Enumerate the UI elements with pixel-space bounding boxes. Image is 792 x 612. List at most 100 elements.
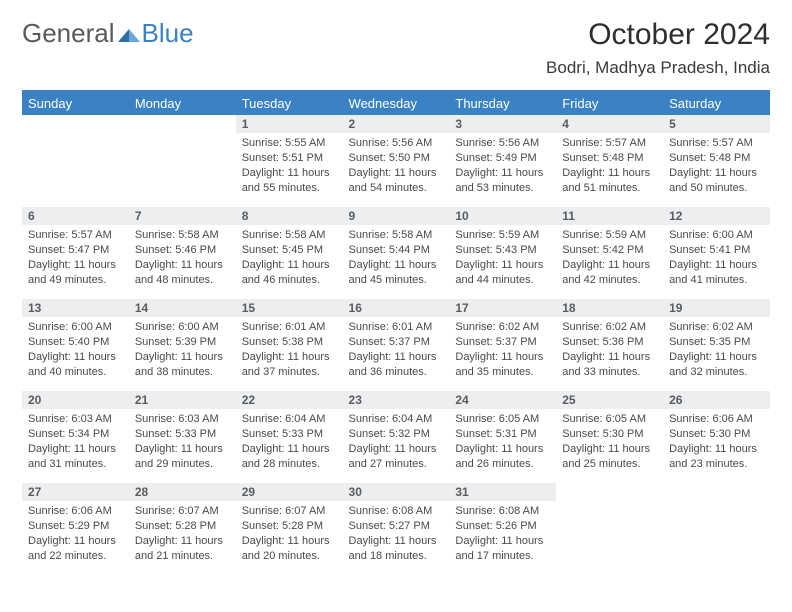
sunset-text: Sunset: 5:29 PM [28, 519, 123, 534]
sunrise-text: Sunrise: 6:05 AM [562, 412, 657, 427]
daylight-text: and 26 minutes. [455, 457, 550, 472]
day-number: 1 [236, 115, 343, 133]
calendar-day-cell: 18Sunrise: 6:02 AMSunset: 5:36 PMDayligh… [556, 299, 663, 391]
sunset-text: Sunset: 5:34 PM [28, 427, 123, 442]
daylight-text: Daylight: 11 hours [349, 166, 444, 181]
day-number: 11 [556, 207, 663, 225]
calendar-week-row: ....1Sunrise: 5:55 AMSunset: 5:51 PMDayl… [22, 115, 770, 207]
daylight-text: Daylight: 11 hours [242, 534, 337, 549]
calendar-day-cell: 21Sunrise: 6:03 AMSunset: 5:33 PMDayligh… [129, 391, 236, 483]
daylight-text: and 46 minutes. [242, 273, 337, 288]
day-details: Sunrise: 5:55 AMSunset: 5:51 PMDaylight:… [236, 133, 343, 199]
calendar-day-cell: 6Sunrise: 5:57 AMSunset: 5:47 PMDaylight… [22, 207, 129, 299]
calendar-day-cell: 8Sunrise: 5:58 AMSunset: 5:45 PMDaylight… [236, 207, 343, 299]
daylight-text: Daylight: 11 hours [135, 442, 230, 457]
daylight-text: and 25 minutes. [562, 457, 657, 472]
sunrise-text: Sunrise: 6:08 AM [455, 504, 550, 519]
day-details: Sunrise: 5:58 AMSunset: 5:44 PMDaylight:… [343, 225, 450, 291]
day-number: 5 [663, 115, 770, 133]
day-number: 24 [449, 391, 556, 409]
calendar-table: Sunday Monday Tuesday Wednesday Thursday… [22, 90, 770, 575]
sunset-text: Sunset: 5:31 PM [455, 427, 550, 442]
day-details: Sunrise: 6:07 AMSunset: 5:28 PMDaylight:… [129, 501, 236, 567]
sunset-text: Sunset: 5:49 PM [455, 151, 550, 166]
daylight-text: Daylight: 11 hours [669, 350, 764, 365]
day-number: 6 [22, 207, 129, 225]
daylight-text: and 54 minutes. [349, 181, 444, 196]
daylight-text: Daylight: 11 hours [349, 534, 444, 549]
daylight-text: Daylight: 11 hours [28, 442, 123, 457]
location-text: Bodri, Madhya Pradesh, India [546, 58, 770, 78]
sunset-text: Sunset: 5:39 PM [135, 335, 230, 350]
sunset-text: Sunset: 5:45 PM [242, 243, 337, 258]
daylight-text: Daylight: 11 hours [455, 258, 550, 273]
daylight-text: Daylight: 11 hours [562, 442, 657, 457]
calendar-day-cell: 25Sunrise: 6:05 AMSunset: 5:30 PMDayligh… [556, 391, 663, 483]
calendar-day-cell: 26Sunrise: 6:06 AMSunset: 5:30 PMDayligh… [663, 391, 770, 483]
daylight-text: and 51 minutes. [562, 181, 657, 196]
day-details: Sunrise: 6:02 AMSunset: 5:37 PMDaylight:… [449, 317, 556, 383]
weekday-header: Saturday [663, 91, 770, 115]
day-number: 15 [236, 299, 343, 317]
sunrise-text: Sunrise: 6:01 AM [349, 320, 444, 335]
daylight-text: Daylight: 11 hours [242, 166, 337, 181]
calendar-day-cell: .. [556, 483, 663, 575]
calendar-day-cell: 16Sunrise: 6:01 AMSunset: 5:37 PMDayligh… [343, 299, 450, 391]
calendar-day-cell: 11Sunrise: 5:59 AMSunset: 5:42 PMDayligh… [556, 207, 663, 299]
daylight-text: and 44 minutes. [455, 273, 550, 288]
day-details: Sunrise: 5:58 AMSunset: 5:46 PMDaylight:… [129, 225, 236, 291]
daylight-text: and 29 minutes. [135, 457, 230, 472]
sunrise-text: Sunrise: 6:07 AM [242, 504, 337, 519]
day-number: 7 [129, 207, 236, 225]
day-number: 20 [22, 391, 129, 409]
day-number: 19 [663, 299, 770, 317]
day-details: Sunrise: 6:07 AMSunset: 5:28 PMDaylight:… [236, 501, 343, 567]
weekday-header: Monday [129, 91, 236, 115]
calendar-day-cell: 27Sunrise: 6:06 AMSunset: 5:29 PMDayligh… [22, 483, 129, 575]
sunset-text: Sunset: 5:51 PM [242, 151, 337, 166]
day-details: Sunrise: 5:57 AMSunset: 5:48 PMDaylight:… [556, 133, 663, 199]
calendar-day-cell: 2Sunrise: 5:56 AMSunset: 5:50 PMDaylight… [343, 115, 450, 207]
daylight-text: and 55 minutes. [242, 181, 337, 196]
daylight-text: Daylight: 11 hours [242, 442, 337, 457]
sunset-text: Sunset: 5:32 PM [349, 427, 444, 442]
daylight-text: Daylight: 11 hours [669, 258, 764, 273]
daylight-text: Daylight: 11 hours [455, 350, 550, 365]
day-details: Sunrise: 5:57 AMSunset: 5:48 PMDaylight:… [663, 133, 770, 199]
weekday-header: Wednesday [343, 91, 450, 115]
day-details: Sunrise: 6:05 AMSunset: 5:30 PMDaylight:… [556, 409, 663, 475]
day-number: 26 [663, 391, 770, 409]
daylight-text: and 45 minutes. [349, 273, 444, 288]
sunrise-text: Sunrise: 6:08 AM [349, 504, 444, 519]
daylight-text: Daylight: 11 hours [562, 350, 657, 365]
day-number: 13 [22, 299, 129, 317]
day-details: Sunrise: 6:00 AMSunset: 5:41 PMDaylight:… [663, 225, 770, 291]
sunrise-text: Sunrise: 6:00 AM [669, 228, 764, 243]
day-details: Sunrise: 6:06 AMSunset: 5:30 PMDaylight:… [663, 409, 770, 475]
sunrise-text: Sunrise: 5:57 AM [669, 136, 764, 151]
calendar-body: ....1Sunrise: 5:55 AMSunset: 5:51 PMDayl… [22, 115, 770, 575]
day-number: 27 [22, 483, 129, 501]
daylight-text: Daylight: 11 hours [455, 442, 550, 457]
day-details: Sunrise: 6:04 AMSunset: 5:33 PMDaylight:… [236, 409, 343, 475]
daylight-text: Daylight: 11 hours [28, 534, 123, 549]
sunset-text: Sunset: 5:33 PM [135, 427, 230, 442]
daylight-text: and 37 minutes. [242, 365, 337, 380]
calendar-day-cell: 28Sunrise: 6:07 AMSunset: 5:28 PMDayligh… [129, 483, 236, 575]
daylight-text: Daylight: 11 hours [242, 258, 337, 273]
daylight-text: Daylight: 11 hours [242, 350, 337, 365]
sunrise-text: Sunrise: 6:02 AM [455, 320, 550, 335]
sunrise-text: Sunrise: 5:58 AM [135, 228, 230, 243]
page-title: October 2024 [546, 18, 770, 52]
daylight-text: Daylight: 11 hours [455, 166, 550, 181]
sunset-text: Sunset: 5:37 PM [349, 335, 444, 350]
calendar-day-cell: 20Sunrise: 6:03 AMSunset: 5:34 PMDayligh… [22, 391, 129, 483]
calendar-day-cell: 5Sunrise: 5:57 AMSunset: 5:48 PMDaylight… [663, 115, 770, 207]
daylight-text: and 48 minutes. [135, 273, 230, 288]
sunset-text: Sunset: 5:27 PM [349, 519, 444, 534]
daylight-text: Daylight: 11 hours [455, 534, 550, 549]
sunset-text: Sunset: 5:35 PM [669, 335, 764, 350]
logo-text-blue: Blue [142, 18, 194, 49]
day-number: 29 [236, 483, 343, 501]
calendar-day-cell: 10Sunrise: 5:59 AMSunset: 5:43 PMDayligh… [449, 207, 556, 299]
